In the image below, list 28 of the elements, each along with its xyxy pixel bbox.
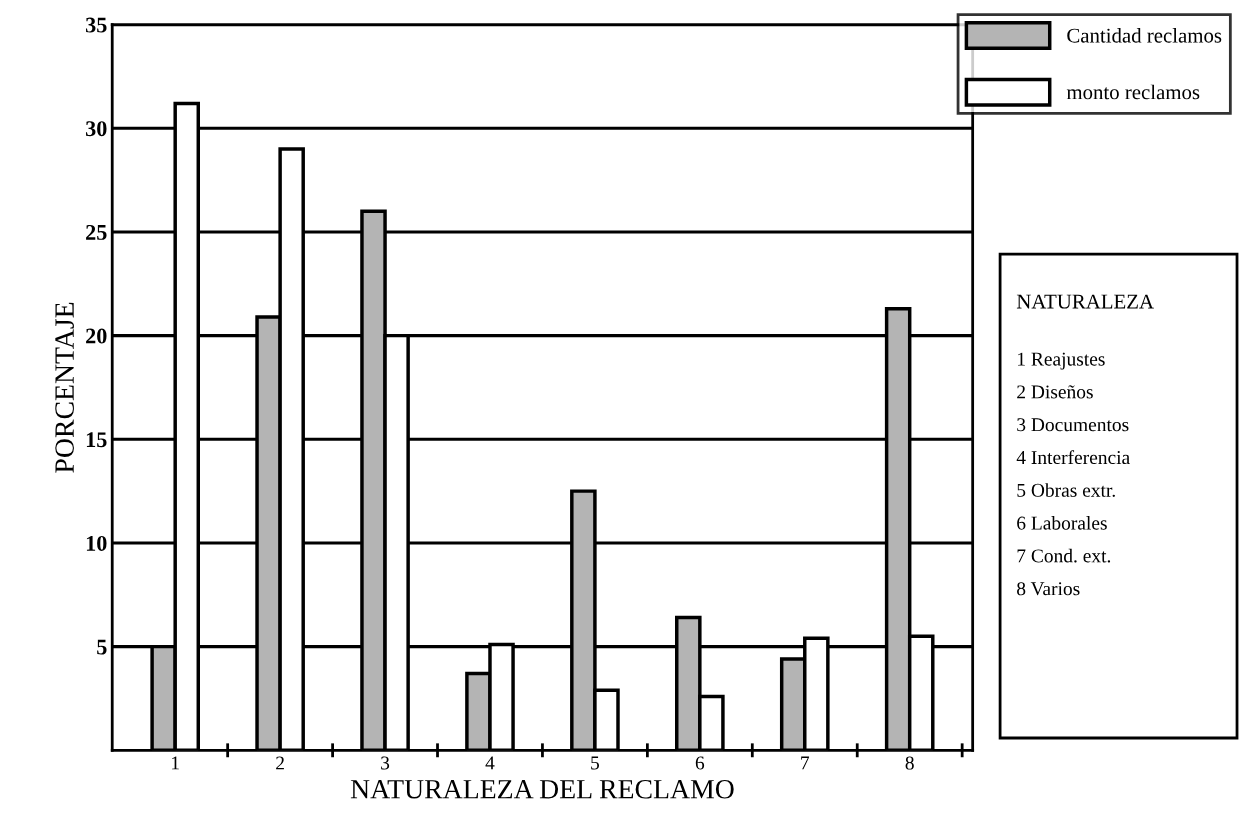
x-tick-label: 8 xyxy=(905,756,914,770)
x-tick-label: 3 xyxy=(381,756,390,770)
x-axis-title: NATURALEZA DEL RECLAMO xyxy=(350,779,734,799)
text: NATURALEZA xyxy=(1016,294,1154,309)
y-tick-label: 5 xyxy=(97,639,107,655)
legend-label: monto reclamos xyxy=(1066,84,1200,100)
legend-label: Cantidad reclamos xyxy=(1067,27,1222,43)
text: 1 Reajustes xyxy=(1018,352,1105,370)
x-tick-label: 4 xyxy=(485,756,495,770)
text: 3 Documentos xyxy=(1017,418,1129,432)
y-tick-label: 10 xyxy=(86,535,107,551)
y-tick-label: 25 xyxy=(86,224,107,240)
x-tick-label: 7 xyxy=(801,756,810,770)
y-axis-title: PORCENTAJE xyxy=(55,302,74,473)
x-tick-label: 6 xyxy=(695,756,705,770)
text: 5 Obras extr. xyxy=(1017,483,1115,497)
text: 8 Varios xyxy=(1017,582,1080,596)
text: 6 Laborales xyxy=(1017,515,1107,530)
x-tick-label: 1 xyxy=(172,756,179,770)
text: 7 Cond. ext. xyxy=(1017,548,1111,563)
y-tick-label: 35 xyxy=(85,17,107,33)
x-tick-label: 2 xyxy=(276,756,284,770)
x-tick-label: 5 xyxy=(591,756,600,770)
y-tick-label: 30 xyxy=(85,121,107,137)
text: 2 Diseños xyxy=(1017,385,1093,399)
text: 4 Interferencia xyxy=(1016,450,1130,465)
y-tick-label: 20 xyxy=(86,328,107,344)
y-tick-label: 15 xyxy=(86,432,107,448)
